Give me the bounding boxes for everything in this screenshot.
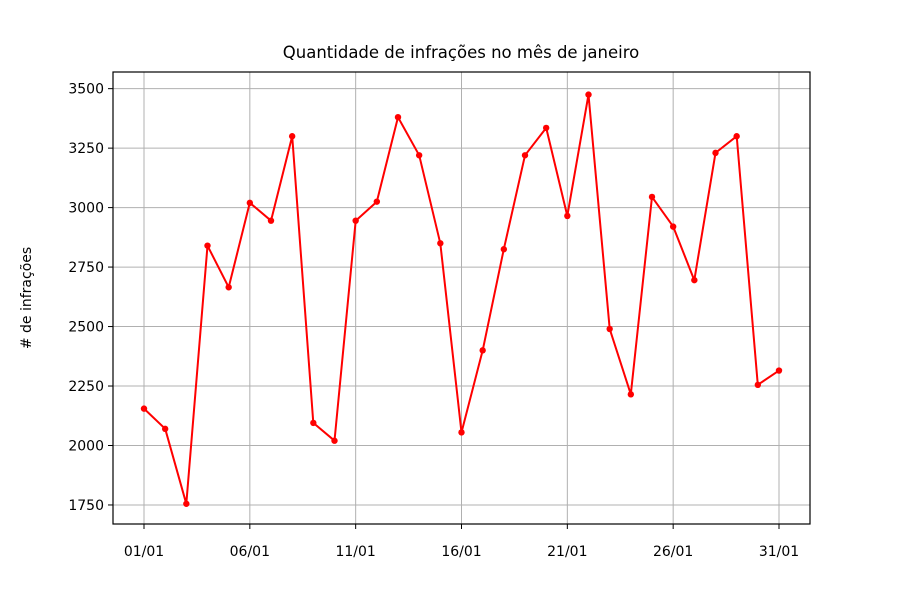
axis-ticks: 1750 2000 2250 2500 2750 3000 3250 3500 01/01 06/…	[68, 82, 799, 560]
data-point	[521, 152, 529, 159]
data-point	[331, 437, 338, 444]
data-point	[140, 405, 148, 412]
chart-title: Quantidade de infrações no mês de janeir…	[283, 43, 639, 62]
data-point	[733, 133, 740, 140]
data-point	[415, 152, 423, 159]
data-point	[627, 391, 635, 398]
series	[140, 91, 783, 507]
grid	[113, 72, 810, 524]
data-point	[606, 325, 613, 333]
y-tick-label: 2750	[68, 260, 104, 276]
data-point	[246, 199, 254, 207]
data-point	[669, 223, 677, 230]
data-point	[458, 429, 465, 436]
y-tick-label: 3500	[68, 82, 104, 98]
data-point	[288, 133, 296, 140]
data-point	[648, 193, 656, 201]
data-point	[225, 284, 232, 291]
data-point	[267, 217, 275, 224]
data-point	[564, 212, 571, 220]
data-point	[479, 347, 486, 354]
data-point	[500, 246, 508, 253]
y-axis-label: # de infrações	[19, 247, 35, 349]
y-tick-label: 3000	[68, 201, 104, 217]
data-point	[183, 500, 190, 507]
y-tick-label: 2000	[68, 438, 104, 454]
data-point	[754, 381, 762, 389]
y-tick-label: 2500	[68, 320, 104, 336]
x-tick-label: 11/01	[335, 544, 375, 560]
data-point	[310, 419, 317, 427]
y-tick-label: 3250	[68, 141, 104, 157]
x-tick-label: 16/01	[441, 544, 481, 560]
data-point	[394, 114, 402, 121]
x-tick-label: 06/01	[230, 544, 270, 560]
data-point	[204, 242, 211, 249]
data-point	[373, 198, 381, 205]
data-point	[712, 149, 719, 157]
x-tick-label: 31/01	[759, 544, 799, 560]
data-point	[437, 240, 444, 247]
x-tick-label: 26/01	[653, 544, 693, 560]
data-point	[775, 367, 783, 374]
x-tick-label: 01/01	[124, 544, 164, 560]
x-tick-label: 21/01	[547, 544, 587, 560]
data-point	[352, 217, 359, 224]
y-tick-label: 2250	[68, 379, 104, 395]
y-tick-label: 1750	[68, 498, 104, 514]
data-point	[161, 425, 169, 433]
data-point	[542, 124, 550, 132]
data-point	[691, 276, 698, 284]
data-point	[585, 91, 592, 98]
